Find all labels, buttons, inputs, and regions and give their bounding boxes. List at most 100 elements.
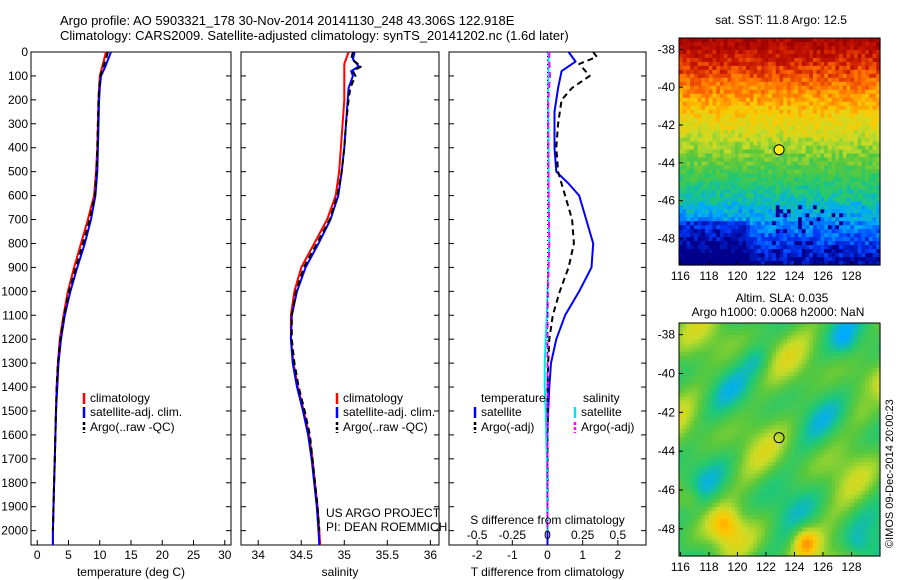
sst_map-cell xyxy=(827,89,833,95)
sla_map-cell xyxy=(693,384,699,390)
sla_map-cell xyxy=(742,392,747,398)
sst_map-cell xyxy=(827,133,833,139)
sla_map-cell xyxy=(861,359,866,365)
sst_map-cell xyxy=(772,129,777,135)
sst_map-cell xyxy=(790,121,795,127)
sst_map-cell xyxy=(783,229,788,234)
sst_map-cell xyxy=(749,185,755,190)
sst_map-cell xyxy=(679,141,684,147)
sla_map-cell xyxy=(727,417,732,422)
sst_map-cell xyxy=(753,201,758,206)
sst_map-cell xyxy=(839,169,844,174)
sst_map-cell xyxy=(719,117,725,123)
sst_map-cell xyxy=(757,181,762,186)
sla_map-cell xyxy=(753,408,758,414)
sst_map-cell xyxy=(876,233,881,238)
sst_map-cell xyxy=(679,205,684,210)
sla_map-cell xyxy=(801,343,807,349)
sla_map-cell xyxy=(824,408,829,414)
sst_map-cell xyxy=(716,229,721,234)
sla_map-cell xyxy=(734,335,740,340)
sst_map-cell xyxy=(805,121,810,127)
sst_map-cell xyxy=(853,257,859,262)
sla_map-cell xyxy=(727,412,732,418)
sla_map-cell xyxy=(813,367,818,373)
sla_map-cell xyxy=(697,351,702,357)
sla_map-cell xyxy=(727,400,732,406)
sst_map-cell xyxy=(757,121,762,127)
sst_map-cell xyxy=(842,97,848,103)
sst_map-cell xyxy=(772,193,777,198)
sla_map-cell xyxy=(798,429,803,434)
sst_map-cell xyxy=(686,101,691,107)
sst_map-cell xyxy=(708,133,714,139)
temperature-xlabel: temperature (deg C) xyxy=(77,565,185,579)
sst_map-cell xyxy=(727,205,732,210)
sst_map-cell xyxy=(865,45,870,51)
sla_map-cell xyxy=(824,331,829,336)
sla_map-cell xyxy=(861,363,866,369)
sst_map-cell xyxy=(868,69,874,75)
sst_map-cell xyxy=(731,241,736,246)
sst_map-cell xyxy=(734,85,740,91)
sst_map-cell xyxy=(723,113,728,119)
sst_map-cell xyxy=(827,149,833,155)
sst_map-cell xyxy=(760,205,766,210)
sst_map-cell xyxy=(764,73,769,79)
sst_map-cell xyxy=(850,77,855,83)
sst_map-cell xyxy=(693,89,699,95)
sst_map-cell xyxy=(813,233,818,238)
sst_map-cell xyxy=(857,129,862,135)
sst_map-cell xyxy=(857,233,862,238)
sst_map-cell xyxy=(753,205,758,210)
sst_map-cell xyxy=(731,225,736,230)
sst_map-grid xyxy=(679,38,881,266)
sst_map-cell xyxy=(690,89,695,95)
sla_map-cell xyxy=(723,380,728,385)
sla_map-cell xyxy=(857,400,862,406)
sst_map-cell xyxy=(768,133,773,139)
sla_map-cell xyxy=(779,363,784,369)
sst_map-cell xyxy=(705,209,710,214)
sst_map-cell xyxy=(857,201,862,206)
sst_map-cell xyxy=(846,113,851,119)
sla_map-cell xyxy=(861,323,866,328)
sla_map-cell xyxy=(727,408,732,414)
sst_map-cell xyxy=(772,177,777,182)
sla_map-cell xyxy=(790,376,795,381)
sst_map-cell xyxy=(813,165,818,171)
depth-tick-label: 1100 xyxy=(2,308,28,322)
sla_map-cell xyxy=(809,355,814,361)
sla_map-cell xyxy=(749,339,755,345)
sla_map-cell xyxy=(809,323,814,328)
sst_map-cell xyxy=(753,97,758,103)
sst_map-cell xyxy=(801,185,807,190)
sla_map-cell xyxy=(701,376,706,381)
sst_map-cell xyxy=(868,165,874,171)
sla_map-cell xyxy=(686,339,691,345)
sst_map-cell xyxy=(753,173,758,178)
sla_map-cell xyxy=(798,327,803,332)
sst_map-cell xyxy=(723,205,728,210)
sst_map-cell xyxy=(786,137,792,143)
sla_map-cell xyxy=(705,400,710,406)
sst_map-cell xyxy=(742,101,747,107)
sst_map-cell xyxy=(779,45,784,51)
sst_map-cell xyxy=(690,77,695,83)
sst_map-cell xyxy=(693,229,699,234)
sst_map-cell xyxy=(853,93,859,99)
sla_map-cell xyxy=(742,433,747,439)
sst_map-cell xyxy=(820,209,825,214)
sst_map-cell xyxy=(701,77,706,83)
sla_map-cell xyxy=(760,359,766,365)
sla_map-cell xyxy=(850,412,855,418)
sst_map-cell xyxy=(827,109,833,115)
sla_map-cell xyxy=(865,372,870,377)
sst_map-cell xyxy=(768,77,773,83)
sla_map-cell xyxy=(760,404,766,410)
sst_map-cell xyxy=(846,197,851,202)
sst_map-cell xyxy=(820,97,825,103)
sst_map-cell xyxy=(816,157,822,163)
sst_map-cell xyxy=(872,89,877,95)
